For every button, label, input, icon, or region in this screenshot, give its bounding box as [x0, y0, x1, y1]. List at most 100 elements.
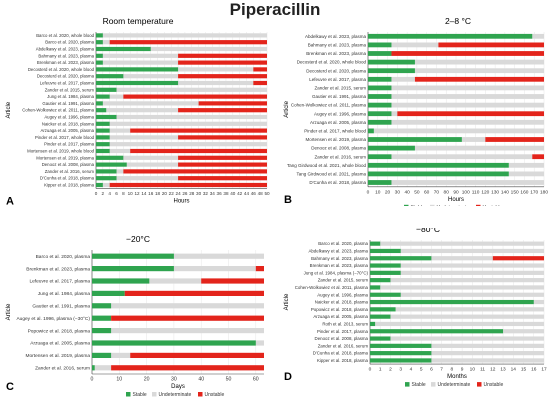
panel-b-bar-unstable	[391, 51, 544, 56]
panel-a-bar-stable	[96, 33, 103, 38]
panel-c-x-tick-label: 20	[144, 377, 150, 383]
panel-a-x-tick-label: 48	[258, 191, 264, 196]
panel-a-x-tick-label: 44	[244, 191, 250, 196]
panel-b-category-label: Denooz et al. 2008, plasma	[311, 146, 366, 151]
panel-b-category-label: Brenkman et al. 2023, plasma	[306, 51, 366, 56]
panel-a-bar-unstable	[178, 155, 267, 160]
panel-b-category-label: Zander et al. 2016, serum	[314, 154, 366, 159]
panel-a-bar-unstable	[253, 80, 267, 86]
panel-a-category-label: Lefeuvre et al. 2017, plasma	[40, 81, 95, 86]
panel-b-bar-undeterminate	[414, 59, 544, 65]
panel-b-bar-stable	[368, 68, 415, 74]
panel-d-bar-undeterminate	[395, 307, 544, 312]
panel-b-bar-stable	[368, 76, 392, 82]
panel-c-x-axis-label: Days	[171, 384, 185, 390]
panel-b-bar-undeterminate	[391, 85, 544, 91]
panel-b-bar-undeterminate	[508, 162, 544, 168]
panel-a-bar-undeterminate	[116, 176, 179, 181]
panel-a-bar-stable	[96, 53, 103, 58]
panel-d-category-label: Augey et al. 1996, plasma	[317, 292, 368, 297]
panel-a-category-label: Jung et al. 1984, plasma	[47, 94, 94, 99]
panel-b-category-label: Cohen-Wolkowiez et al. 2011, plasma	[291, 103, 367, 108]
panel-a-bar-undeterminate	[102, 60, 179, 65]
panel-d-bar-undeterminate	[400, 248, 544, 254]
panel-b-x-tick-label: 110	[472, 189, 480, 195]
panel-a-bar-stable	[96, 87, 117, 92]
panel-d-category-label: Arzuaga et al. 2005, plasma	[313, 314, 368, 319]
panel-a-bar-stable	[96, 94, 110, 99]
panel-c-minus-20c: −20°C 0 10 20 30 40 50 60 Days Article Barco et al…	[6, 234, 264, 398]
panel-d-category-label: Brenkman et al. 2023, plasma	[310, 263, 369, 268]
panel-c-legend-swatch-undeterminate	[152, 392, 157, 397]
panel-c-bar-stable	[92, 315, 112, 321]
panel-a-bar-undeterminate	[116, 169, 124, 174]
panel-c-bar-stable	[92, 365, 95, 371]
panel-b-bar-stable	[368, 59, 415, 65]
panel-b-bar-stable	[368, 51, 392, 56]
panel-a-bar-unstable	[198, 101, 267, 106]
panel-a-bar-stable	[96, 148, 110, 154]
panel-d-bar-stable	[370, 343, 432, 348]
panel-d-bar-stable	[370, 278, 391, 283]
panel-c-category-label: Jung et al. 1984, plasma	[38, 291, 91, 297]
panel-a-category-label: D'Cunha et al. 2018, plasma	[40, 176, 95, 181]
panel-b-category-label: Gautier et al. 1991, plasma	[312, 94, 367, 99]
panel-d-category-label: D'Cunha et al. 2018, plasma	[313, 351, 369, 356]
panel-a-bar-undeterminate	[123, 74, 179, 79]
panel-a-x-tick-label: 46	[251, 191, 257, 196]
panel-a-bar-unstable	[123, 94, 267, 99]
panel-a-bar-unstable	[130, 148, 267, 154]
panel-a-bar-stable	[96, 60, 103, 65]
panel-d-category-label: Pinder et al. 2017, plasma	[317, 329, 369, 334]
panel-a-x-tick-label: 14	[141, 191, 147, 196]
panel-a-x-tick-label: 22	[169, 191, 175, 196]
panel-c-bar-unstable	[255, 266, 264, 272]
panel-b-bar-stable	[368, 111, 392, 117]
panel-a-bar-stable	[96, 155, 124, 160]
panel-d-bar-undeterminate	[400, 292, 544, 297]
panel-a-x-axis-label: Hours	[173, 198, 189, 204]
panel-a-bar-unstable	[123, 169, 267, 174]
panel-b-x-tick-label: 130	[491, 189, 499, 195]
panel-d-category-label: Jung et al. 1984, plasma (−70°C)	[304, 270, 369, 275]
panel-a-category-label: Augey et al. 1996, plasma	[44, 115, 94, 120]
panel-d-bar-stable	[370, 256, 432, 261]
panel-c-x-tick-label: 60	[253, 377, 259, 383]
panel-c-bar-undeterminate	[94, 365, 112, 371]
panel-a-category-label: Mortensen et al. 2019, plasma	[36, 155, 94, 160]
panel-c-bar-unstable	[111, 365, 264, 371]
panel-a-x-tick-label: 10	[128, 191, 134, 196]
panel-d-x-tick-label: 7	[440, 367, 443, 373]
panel-d-bar-stable	[370, 270, 401, 275]
panel-b-category-label: Tang Girdwood et al. 2021, whole blood	[287, 163, 367, 168]
panel-a-bar-undeterminate	[102, 33, 267, 38]
panel-b-x-tick-label: 140	[501, 189, 509, 195]
panel-b-y-axis-label: Article	[284, 100, 290, 117]
panel-a-category-label: Arzuaga et al. 2005, plasma	[40, 128, 94, 133]
panel-d-legend-swatch-undeterminate	[431, 382, 436, 387]
panel-a-bar-stable	[96, 101, 103, 106]
panel-d-bar-undeterminate	[390, 314, 544, 319]
panel-a-bar-undeterminate	[102, 182, 110, 188]
panel-b-2-8c: 2–8 °C 0 10 20 30 40 50 60 70 80 90 100 110 120 130 140…	[284, 16, 548, 206]
panel-b-x-tick-label: 0	[367, 189, 370, 195]
panel-a-x-tick-label: 24	[176, 191, 182, 196]
panel-c-bar-undeterminate	[149, 278, 202, 284]
panel-d-category-label: Zander et al. 2015, serum	[318, 278, 369, 283]
panel-a-x-tick-label: 50	[264, 191, 270, 196]
panel-c-x-tick-label: 40	[198, 377, 204, 383]
panel-b-x-tick-label: 30	[395, 189, 401, 195]
panel-d-bar-stable	[370, 263, 401, 268]
panel-d-bar-stable	[370, 292, 401, 297]
panel-b-bar-stable	[368, 171, 509, 177]
panel-d-x-tick-label: 5	[420, 367, 423, 373]
panel-d-bar-undeterminate	[380, 241, 544, 246]
panel-d-bar-stable	[370, 307, 396, 312]
panel-b-category-label: Abdelkawy et al. 2023, plasma	[305, 34, 367, 39]
panel-d-x-tick-label: 2	[389, 367, 392, 373]
panel-d-bar-stable	[370, 321, 376, 327]
panel-a-x-tick-label: 8	[122, 191, 125, 196]
panel-d-letter: D	[284, 371, 292, 383]
panel-c-category-label: Gautier et al. 1991, plasma	[32, 303, 90, 309]
panel-a-bar-undeterminate	[106, 108, 179, 113]
